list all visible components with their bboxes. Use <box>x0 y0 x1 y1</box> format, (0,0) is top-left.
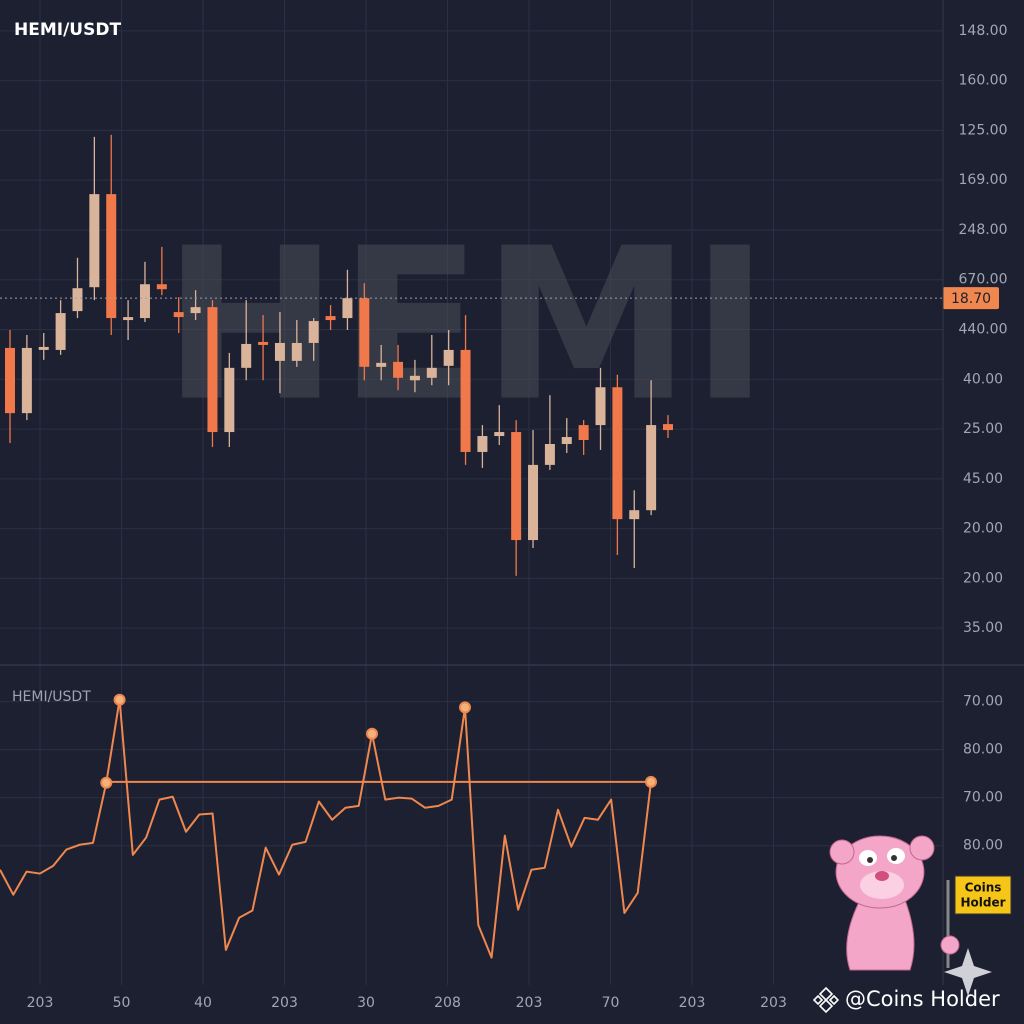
candle-body <box>207 307 218 433</box>
y-tick-label: 148.00 <box>959 23 1008 39</box>
y-tick-label: 80.00 <box>963 742 1003 758</box>
candle-body <box>629 510 640 520</box>
candle-body <box>156 284 167 290</box>
candle-body <box>72 288 83 312</box>
x-tick-label: 50 <box>113 995 131 1011</box>
candle-body <box>38 346 49 350</box>
y-tick-label: 25.00 <box>963 421 1003 437</box>
candle-body <box>106 194 117 319</box>
candle-body <box>5 347 15 414</box>
x-tick-label: 203 <box>516 995 543 1011</box>
sign-text: Holder <box>960 896 1005 910</box>
candle-body <box>21 347 32 414</box>
candle-body <box>123 317 134 321</box>
candle-body <box>494 432 505 437</box>
y-tick-label: 125.00 <box>959 122 1008 138</box>
y-tick-label: 20.00 <box>963 521 1003 537</box>
candle-body <box>578 425 589 441</box>
y-tick-label: 670.00 <box>959 272 1008 288</box>
x-tick-label: 30 <box>357 995 375 1011</box>
candle-body <box>258 341 269 345</box>
candle-body <box>173 312 184 318</box>
last-price-label: 18.70 <box>951 291 991 307</box>
y-tick-label: 35.00 <box>963 620 1003 636</box>
candle-body <box>528 464 539 541</box>
y-tick-label: 169.00 <box>959 172 1008 188</box>
y-tick-label: 160.00 <box>959 73 1008 89</box>
candle-body <box>308 321 319 343</box>
candle-body <box>224 367 235 433</box>
brand-handle: @Coins Holder <box>845 987 1000 1011</box>
y-tick-label: 80.00 <box>963 838 1003 854</box>
brand-icon <box>812 986 840 1014</box>
candle-body <box>342 298 353 319</box>
candle-body <box>190 307 201 314</box>
y-tick-label: 70.00 <box>963 790 1003 806</box>
candle-body <box>55 313 66 350</box>
candle-body <box>376 362 387 367</box>
indicator-marker <box>113 693 126 706</box>
candle-body <box>544 443 555 465</box>
x-tick-label: 203 <box>679 995 706 1011</box>
x-tick-label: 203 <box>760 995 787 1011</box>
candle-body <box>443 349 454 366</box>
x-tick-label: 203 <box>27 995 54 1011</box>
candle-body <box>612 387 623 520</box>
indicator-marker <box>366 727 378 740</box>
indicator-title: HEMI/USDT <box>12 689 91 705</box>
candle-body <box>646 425 657 511</box>
y-tick-label: 40.00 <box>963 371 1003 387</box>
candle-body <box>325 316 336 321</box>
x-tick-label: 40 <box>194 995 212 1011</box>
candle-body <box>561 437 572 444</box>
last-price-box <box>943 287 999 310</box>
y-tick-label: 45.00 <box>963 471 1003 487</box>
x-tick-label: 70 <box>602 995 620 1011</box>
candle-body <box>393 361 404 378</box>
candle-body <box>460 349 471 452</box>
candle-body <box>409 375 420 381</box>
chart-title: HEMI/USDT <box>14 20 121 40</box>
sign-text: Coins <box>965 881 1002 895</box>
y-tick-label: 70.00 <box>963 694 1003 710</box>
candle-body <box>241 343 252 368</box>
indicator-marker <box>459 701 471 714</box>
candle-body <box>511 432 522 541</box>
indicator-marker <box>645 775 657 788</box>
candle-body <box>274 342 285 361</box>
mascot <box>829 835 1012 996</box>
grid <box>0 0 943 985</box>
candle-body <box>139 284 150 319</box>
y-tick-label: 20.00 <box>963 570 1003 586</box>
candle-body <box>89 194 100 288</box>
candle-body <box>595 387 606 426</box>
indicator-marker <box>100 776 113 789</box>
candle-body <box>359 298 370 367</box>
candle-body <box>426 367 437 378</box>
x-tick-label: 203 <box>271 995 298 1011</box>
marks: 203 50 40 203 30 208 203 70 203 203 148.00 160.00 12… <box>0 23 1008 1011</box>
candle-body <box>477 436 488 452</box>
y-tick-label: 248.00 <box>959 222 1008 238</box>
indicator-line <box>0 698 652 959</box>
x-tick-label: 208 <box>434 995 461 1011</box>
y-tick-label: 440.00 <box>959 322 1008 338</box>
candle-body <box>291 342 302 361</box>
candle-body <box>663 424 673 431</box>
